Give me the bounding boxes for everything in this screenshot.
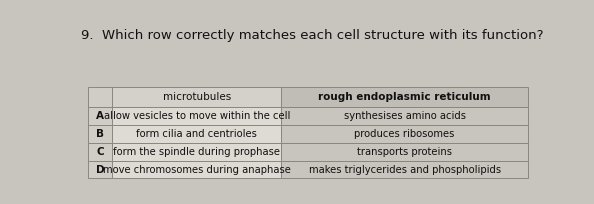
Text: microtubules: microtubules bbox=[163, 92, 231, 102]
Bar bbox=[282, 107, 527, 125]
Bar bbox=[112, 143, 282, 161]
Text: allow vesicles to move within the cell: allow vesicles to move within the cell bbox=[104, 111, 290, 121]
Bar bbox=[88, 107, 112, 125]
Bar bbox=[112, 161, 282, 178]
Bar bbox=[88, 87, 112, 107]
Text: move chromosomes during anaphase: move chromosomes during anaphase bbox=[103, 165, 291, 175]
Text: makes triglycerides and phospholipids: makes triglycerides and phospholipids bbox=[308, 165, 501, 175]
Bar bbox=[112, 125, 282, 143]
Text: A: A bbox=[96, 111, 104, 121]
Text: form cilia and centrioles: form cilia and centrioles bbox=[137, 129, 257, 139]
Text: C: C bbox=[96, 147, 104, 157]
Bar bbox=[88, 143, 112, 161]
Text: rough endoplasmic reticulum: rough endoplasmic reticulum bbox=[318, 92, 491, 102]
Text: form the spindle during prophase: form the spindle during prophase bbox=[113, 147, 280, 157]
Bar bbox=[282, 87, 527, 107]
Text: transports proteins: transports proteins bbox=[357, 147, 452, 157]
Text: synthesises amino acids: synthesises amino acids bbox=[343, 111, 466, 121]
Bar bbox=[88, 125, 112, 143]
Text: produces ribosomes: produces ribosomes bbox=[355, 129, 455, 139]
Bar bbox=[112, 107, 282, 125]
Text: D: D bbox=[96, 165, 105, 175]
Text: B: B bbox=[96, 129, 104, 139]
Text: 9.  Which row correctly matches each cell structure with its function?: 9. Which row correctly matches each cell… bbox=[81, 29, 544, 42]
Bar bbox=[112, 87, 282, 107]
Bar bbox=[88, 161, 112, 178]
Bar bbox=[282, 143, 527, 161]
Bar bbox=[282, 125, 527, 143]
Bar bbox=[282, 161, 527, 178]
